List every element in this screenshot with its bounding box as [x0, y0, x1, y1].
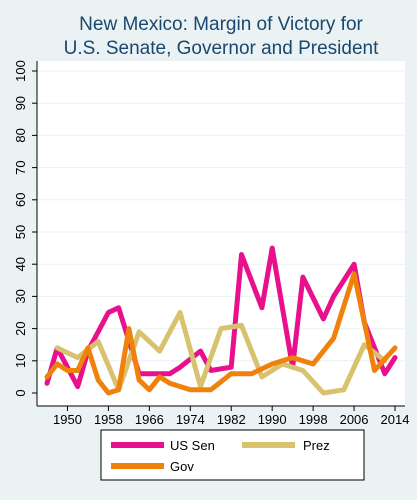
legend: US Sen Prez Gov: [100, 429, 365, 481]
y-tick-label: 50: [13, 225, 28, 239]
chart-title-line-2: U.S. Senate, Governor and President: [64, 38, 379, 59]
x-tick-label: 1998: [299, 412, 328, 427]
legend-label: US Sen: [170, 438, 215, 453]
y-tick-label: 80: [13, 128, 28, 142]
y-tick-label: 20: [13, 321, 28, 335]
x-tick-label: 2006: [340, 412, 369, 427]
plot-area: [37, 61, 405, 406]
y-tick-label: 40: [13, 257, 28, 271]
series-line-prez: [54, 310, 388, 396]
series-lines: [44, 245, 398, 396]
legend-box: [100, 429, 365, 481]
series-line-us-sen: [44, 245, 398, 390]
series-line-gov: [44, 271, 398, 396]
y-tick-label: 30: [13, 289, 28, 303]
x-tick-label: 1958: [94, 412, 123, 427]
x-tick-label: 1990: [258, 412, 287, 427]
x-tick-label: 1950: [53, 412, 82, 427]
x-tick-label: 2014: [381, 412, 410, 427]
chart-title-line-1: New Mexico: Margin of Victory for: [79, 14, 363, 35]
x-tick-label: 1974: [176, 412, 205, 427]
y-tick-label: 90: [13, 96, 28, 110]
y-tick-label: 10: [13, 354, 28, 368]
y-tick-label: 100: [13, 60, 28, 82]
legend-label: Prez: [303, 438, 330, 453]
axes: 0 10 20 30 40 50 60 70 80 90 100 1950 1958 1966 1974 19…: [13, 60, 409, 427]
y-tick-label: 60: [13, 193, 28, 207]
x-tick-label: 1966: [135, 412, 164, 427]
y-tick-label: 0: [13, 389, 28, 396]
y-tick-label: 70: [13, 160, 28, 174]
legend-label: Gov: [170, 459, 194, 474]
x-tick-label: 1982: [217, 412, 246, 427]
